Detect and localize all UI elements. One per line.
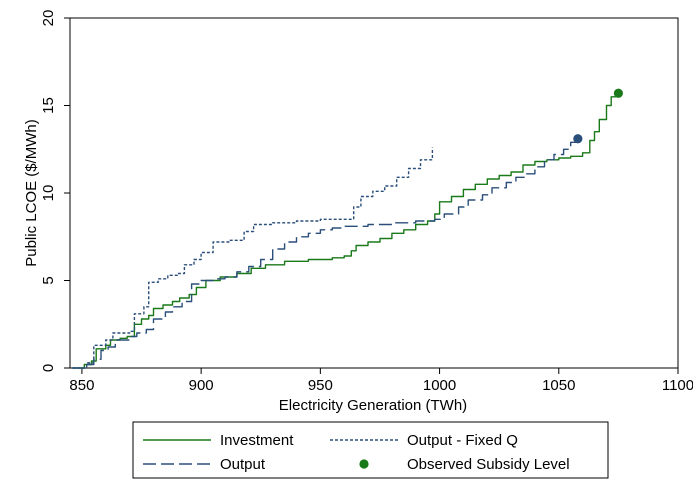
x-axis: 850 900 950 1000 1050 1100 bbox=[69, 368, 693, 394]
legend-label: Output bbox=[220, 456, 266, 473]
x-tick-label: 1100 bbox=[662, 377, 693, 394]
legend-box bbox=[132, 421, 609, 479]
x-tick-label: 900 bbox=[189, 377, 214, 394]
x-tick-label: 1050 bbox=[542, 377, 575, 394]
y-tick-label: 20 bbox=[40, 10, 57, 27]
legend-label: Observed Subsidy Level bbox=[407, 456, 570, 473]
x-tick-label: 1000 bbox=[423, 377, 456, 394]
series-layer bbox=[72, 93, 620, 369]
y-tick-label: 10 bbox=[40, 185, 57, 202]
y-tick-label: 15 bbox=[40, 97, 57, 114]
legend-label: Investment bbox=[220, 432, 294, 449]
observed-subsidy-marker bbox=[573, 134, 583, 144]
y-axis: 0 5 10 15 20 bbox=[40, 10, 70, 372]
observed-markers bbox=[573, 88, 623, 144]
series-line-output bbox=[72, 138, 579, 369]
y-tick-label: 5 bbox=[40, 276, 57, 284]
legend-label: Output - Fixed Q bbox=[407, 432, 518, 449]
x-tick-label: 850 bbox=[69, 377, 94, 394]
x-axis-title: Electricity Generation (TWh) bbox=[279, 397, 467, 414]
legend-key-observed-subsidy-level bbox=[359, 459, 369, 469]
series-line-output-fixed-q bbox=[72, 147, 434, 369]
y-axis-title: Public LCOE ($/MWh) bbox=[23, 119, 40, 267]
x-tick-label: 950 bbox=[308, 377, 333, 394]
y-tick-label: 0 bbox=[40, 364, 57, 372]
observed-subsidy-marker bbox=[613, 88, 623, 98]
legend: Investment Output - Fixed Q Output Observed… bbox=[132, 421, 609, 479]
